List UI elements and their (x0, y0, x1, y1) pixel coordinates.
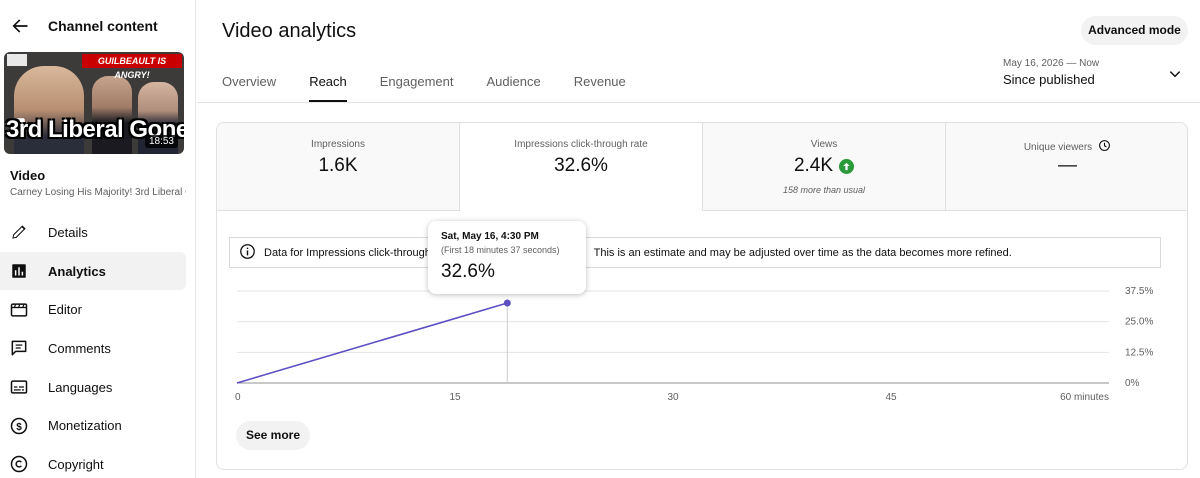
series-line (236, 302, 508, 384)
film-icon (9, 300, 29, 320)
x-tick-label: 30 (667, 392, 679, 403)
x-tick-label: 0 (235, 392, 241, 403)
sidebar-item-label: Analytics (48, 263, 106, 279)
metric-unique-viewers[interactable]: Unique viewers — (946, 123, 1187, 211)
metric-label-text: Unique viewers (1023, 141, 1093, 153)
x-tick-label: 60 minutes (1060, 392, 1109, 403)
x-tick-label: 15 (449, 392, 461, 403)
sidebar-title: Channel content (48, 18, 158, 34)
metric-value-text: 1.6K (318, 155, 358, 176)
metric-value-text: — (1058, 155, 1077, 176)
tab-engagement[interactable]: Engagement (379, 74, 454, 89)
tabs-divider (197, 102, 1200, 103)
metric-value-text: 32.6% (554, 155, 608, 176)
metric-views[interactable]: Views 2.4K 158 more than usual (703, 123, 946, 211)
y-tick-label: 0% (1125, 378, 1140, 389)
sidebar-item-details[interactable]: Details (0, 213, 196, 252)
metric-value: 32.6% (460, 155, 702, 177)
chevron-down-icon (1167, 66, 1183, 87)
thumbnail-person (14, 66, 84, 154)
metric-impressions-ctr[interactable]: Impressions click-through rate 32.6% (460, 123, 703, 211)
metric-value-text: 2.4K (793, 155, 834, 176)
sidebar-item-copyright[interactable]: Copyright (0, 445, 196, 478)
sidebar-item-label: Comments (48, 340, 111, 356)
metric-value: 1.6K (217, 155, 459, 177)
thumbnail-arrow-icon: ↗ (6, 110, 28, 140)
main-content: Video analytics Advanced mode May 16, 20… (197, 0, 1200, 478)
thumbnail-person (92, 76, 132, 154)
comment-icon (9, 338, 29, 358)
reach-card: Impressions 1.6K Impressions click-throu… (216, 122, 1188, 470)
data-point (503, 299, 511, 307)
metric-impressions[interactable]: Impressions 1.6K (217, 123, 460, 211)
sidebar-item-comments[interactable]: Comments (0, 329, 196, 368)
analytics-tabs: Overview Reach Engagement Audience Reven… (222, 70, 659, 102)
tab-audience[interactable]: Audience (486, 74, 541, 89)
sidebar-item-label: Editor (48, 302, 82, 318)
sidebar-item-languages[interactable]: Languages (0, 368, 196, 407)
metric-sub: 158 more than usual (782, 185, 866, 195)
tab-overview[interactable]: Overview (222, 74, 277, 89)
sidebar-item-analytics[interactable]: Analytics (0, 251, 186, 291)
video-title: Carney Losing His Majority! 3rd Liberal … (10, 187, 186, 198)
sidebar-item-monetization[interactable]: $ Monetization (0, 406, 196, 445)
y-tick-label: 12.5% (1125, 347, 1153, 358)
tab-revenue[interactable]: Revenue (573, 74, 626, 89)
see-more-button[interactable]: See more (236, 421, 310, 450)
ctr-line-chart: 0% 12.5% 25.0% 37.5% 0 15 30 45 60 minutes (217, 283, 1187, 403)
date-range-picker[interactable]: May 16, 2026 — Now Since published (1003, 58, 1193, 94)
sidebar-item-editor[interactable]: Editor (0, 290, 196, 329)
tooltip-value: 32.6% (441, 261, 495, 282)
arrow-up-icon (839, 158, 855, 174)
tooltip-date: Sat, May 16, 4:30 PM (441, 231, 539, 242)
sidebar-item-label: Details (48, 224, 88, 240)
metric-label: Impressions click-through rate (514, 139, 648, 150)
chart-tooltip: Sat, May 16, 4:30 PM (First 18 minutes 3… (428, 221, 586, 294)
tab-reach[interactable]: Reach (309, 70, 347, 102)
notice-text-before: Data for Impressions click-through r (264, 246, 438, 259)
dollar-icon: $ (9, 416, 29, 436)
thumbnail-banner: GUILBEAULT IS ANGRY! (82, 54, 182, 80)
metric-label: Views (810, 139, 838, 150)
pencil-icon (9, 222, 29, 242)
date-range-main: Since published (1003, 72, 1095, 87)
sidebar-item-label: Copyright (48, 456, 104, 472)
copyright-icon (9, 454, 29, 474)
clock-icon (1098, 139, 1111, 155)
sidebar-item-label: Languages (48, 379, 113, 395)
metric-label: Impressions (311, 139, 365, 150)
metrics-row: Impressions 1.6K Impressions click-throu… (217, 123, 1187, 211)
thumbnail-logo (7, 54, 27, 66)
tooltip-sub: (First 18 minutes 37 seconds) (441, 245, 560, 255)
x-tick-label: 45 (885, 392, 897, 403)
date-range-sub: May 16, 2026 — Now (1003, 58, 1100, 69)
video-label: Video (10, 168, 46, 183)
video-duration: 18:53 (144, 135, 178, 148)
chart-svg: 0% 12.5% 25.0% 37.5% 0 15 30 45 60 minutes (235, 286, 1153, 403)
subtitles-icon (9, 377, 29, 397)
analytics-icon (9, 261, 29, 281)
estimate-notice: Data for Impressions click-through r Thi… (229, 237, 1161, 268)
y-tick-label: 25.0% (1125, 317, 1153, 328)
sidebar-header: Channel content (0, 0, 196, 52)
notice-text-after: This is an estimate and may be adjusted … (593, 246, 1012, 259)
page-title: Video analytics (222, 20, 357, 42)
metric-label: Unique viewers (946, 139, 1187, 155)
metric-value: — (946, 155, 1187, 177)
info-icon (239, 243, 256, 263)
metric-value: 2.4K (703, 155, 945, 177)
back-arrow-icon[interactable] (8, 14, 32, 38)
sidebar-nav: Details Analytics Editor Comments Langua… (0, 213, 196, 478)
svg-text:$: $ (16, 422, 22, 433)
y-tick-label: 37.5% (1125, 286, 1153, 297)
sidebar-item-label: Monetization (48, 418, 122, 434)
sidebar: Channel content GUILBEAULT IS ANGRY! ↗ 3… (0, 0, 196, 478)
video-thumbnail[interactable]: GUILBEAULT IS ANGRY! ↗ 3rd Liberal Gone … (4, 52, 184, 154)
advanced-mode-button[interactable]: Advanced mode (1081, 16, 1188, 45)
